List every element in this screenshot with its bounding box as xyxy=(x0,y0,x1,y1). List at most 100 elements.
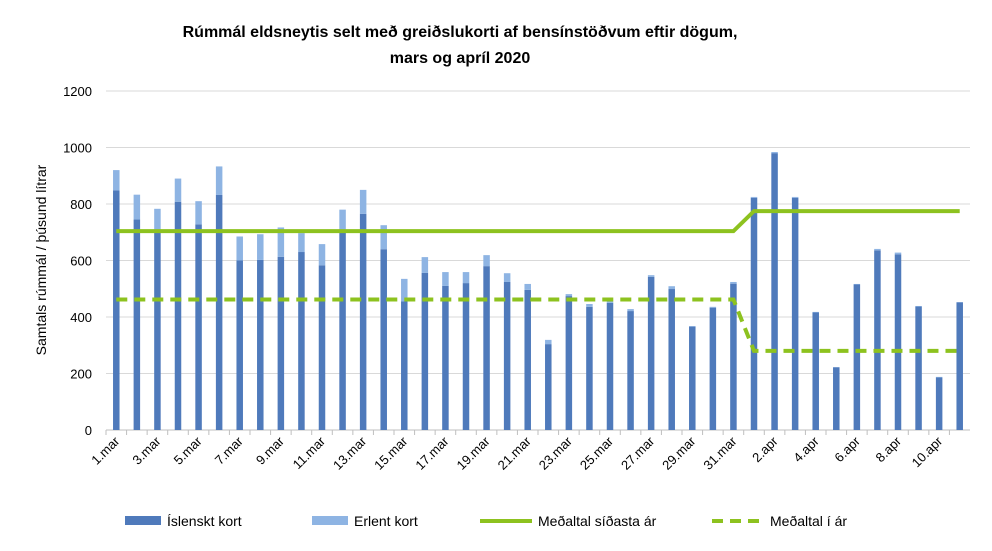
bar-erlent xyxy=(277,227,285,257)
chart-title-line2: mars og apríl 2020 xyxy=(390,50,531,67)
x-tick-label: 15.mar xyxy=(371,433,411,473)
bar-islenskt xyxy=(113,190,120,430)
bar-erlent xyxy=(894,252,902,255)
bar-erlent xyxy=(606,301,614,303)
bar-islenskt xyxy=(730,283,737,430)
x-tick-label: 21.mar xyxy=(495,433,535,473)
bar-islenskt xyxy=(771,153,778,430)
bar-erlent xyxy=(503,273,511,282)
bar-erlent xyxy=(586,304,593,307)
bar-islenskt xyxy=(215,194,223,430)
legend-swatch xyxy=(125,516,161,525)
x-tick-label: 2.apr xyxy=(749,433,781,465)
y-tick-label: 400 xyxy=(70,310,92,325)
bar-islenskt xyxy=(401,301,408,430)
bar-erlent xyxy=(359,189,367,214)
bar-islenskt xyxy=(154,232,161,430)
bar-erlent xyxy=(462,272,470,284)
bar-islenskt xyxy=(812,312,819,430)
y-axis-label: Samtals rúmmál / þúsund lítrar xyxy=(33,164,49,355)
bar-erlent xyxy=(565,294,573,297)
line-avg-last-year xyxy=(116,209,960,234)
bar-islenskt xyxy=(894,254,902,430)
bar-erlent xyxy=(195,201,202,225)
bar-erlent xyxy=(339,209,346,233)
bar-erlent xyxy=(174,178,182,202)
bar-erlent xyxy=(874,248,881,251)
bar-islenskt xyxy=(833,367,840,430)
bar-erlent xyxy=(380,225,387,250)
x-tick-label: 6.apr xyxy=(831,433,863,465)
bar-erlent xyxy=(483,255,490,267)
bar-erlent xyxy=(935,376,943,378)
x-tick-label: 29.mar xyxy=(659,433,699,473)
bar-erlent xyxy=(689,326,696,327)
bar-islenskt xyxy=(689,326,696,430)
y-tick-label: 200 xyxy=(70,367,92,382)
x-tick-label: 27.mar xyxy=(618,433,658,473)
bar-islenskt xyxy=(298,252,305,430)
bar-islenskt xyxy=(874,250,881,430)
bar-erlent xyxy=(730,281,737,284)
bar-erlent xyxy=(215,166,223,195)
legend-swatch xyxy=(312,516,348,525)
bar-erlent xyxy=(771,152,778,154)
bar-erlent xyxy=(318,244,326,266)
bar-islenskt xyxy=(359,213,367,430)
bar-islenskt xyxy=(421,272,429,430)
x-tick-label: 25.mar xyxy=(577,433,617,473)
bar-islenskt xyxy=(339,232,346,430)
x-tick-label: 10.apr xyxy=(909,433,946,470)
bar-islenskt xyxy=(956,302,963,430)
x-tick-label: 17.mar xyxy=(412,433,452,473)
bar-erlent xyxy=(154,208,161,233)
legend-label: Íslenskt kort xyxy=(167,513,242,529)
bar-erlent xyxy=(853,283,861,285)
bar-erlent xyxy=(524,283,531,290)
bar-islenskt xyxy=(606,302,614,430)
bar-islenskt xyxy=(380,249,387,430)
bar-erlent xyxy=(298,233,305,253)
x-tick-label: 7.mar xyxy=(212,433,247,468)
bar-erlent xyxy=(812,311,819,313)
bar-erlent xyxy=(257,234,264,260)
bar-erlent xyxy=(668,286,675,290)
line-avg-this-year xyxy=(116,297,960,353)
bar-islenskt xyxy=(565,296,573,430)
bar-islenskt xyxy=(750,197,758,430)
bar-erlent xyxy=(421,257,429,273)
bar-erlent xyxy=(627,309,634,312)
bar-islenskt xyxy=(462,283,470,430)
bar-erlent xyxy=(791,196,799,198)
y-tick-label: 0 xyxy=(85,423,92,438)
y-tick-label: 1200 xyxy=(63,84,92,99)
bar-islenskt xyxy=(442,285,449,430)
bar-erlent xyxy=(236,236,243,261)
bar-islenskt xyxy=(236,260,243,430)
bar-erlent xyxy=(545,339,552,345)
x-tick-label: 3.mar xyxy=(129,433,164,468)
bar-islenskt xyxy=(627,311,634,430)
bar-islenskt xyxy=(709,307,717,430)
bar-islenskt xyxy=(586,306,593,430)
x-tick-label: 11.mar xyxy=(290,433,329,472)
bar-islenskt xyxy=(174,201,182,430)
bar-islenskt xyxy=(935,377,943,430)
bar-islenskt xyxy=(133,219,141,430)
y-tick-label: 600 xyxy=(70,254,92,269)
x-tick-label: 1.mar xyxy=(88,433,123,468)
bar-erlent xyxy=(647,275,655,277)
x-tick-label: 8.apr xyxy=(873,433,905,465)
bar-erlent xyxy=(442,272,449,286)
bar-islenskt xyxy=(503,281,511,430)
legend-label: Meðaltal síðasta ár xyxy=(538,513,657,529)
bar-islenskt xyxy=(277,256,285,430)
bar-islenskt xyxy=(524,289,531,430)
bar-erlent xyxy=(709,306,717,308)
bar-islenskt xyxy=(647,276,655,430)
x-tick-label: 13.mar xyxy=(330,433,370,473)
bar-erlent xyxy=(113,170,120,191)
bar-islenskt xyxy=(915,306,922,430)
bar-erlent xyxy=(133,194,141,220)
